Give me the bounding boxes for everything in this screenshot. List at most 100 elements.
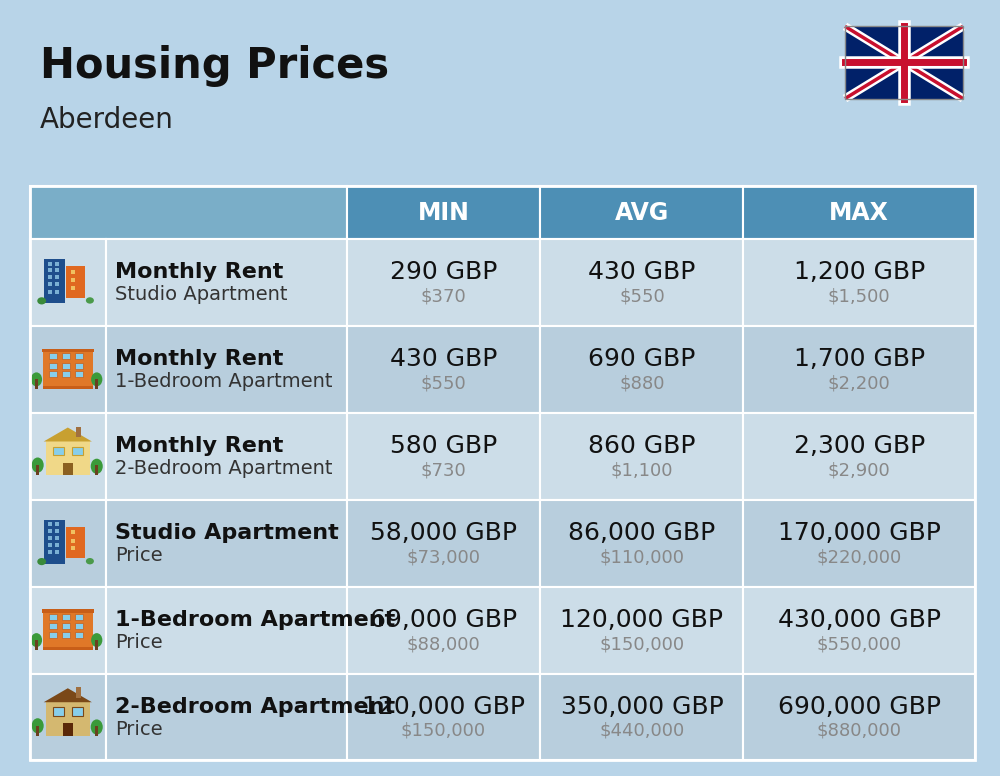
Bar	[62, 353, 70, 359]
Bar	[76, 427, 81, 437]
Bar	[48, 268, 52, 272]
Bar	[75, 614, 83, 620]
Bar	[43, 352, 93, 390]
Text: $1,500: $1,500	[828, 287, 891, 306]
Polygon shape	[44, 688, 92, 702]
Text: $2,200: $2,200	[828, 374, 891, 393]
Text: 430,000 GBP: 430,000 GBP	[778, 608, 941, 632]
Bar	[71, 531, 75, 535]
Text: $73,000: $73,000	[406, 548, 480, 566]
Ellipse shape	[91, 633, 102, 647]
Bar	[30, 587, 106, 674]
Bar	[55, 543, 59, 547]
Bar	[42, 609, 94, 612]
Text: 1-Bedroom Apartment: 1-Bedroom Apartment	[115, 372, 333, 391]
Bar	[44, 520, 65, 564]
Bar	[66, 527, 85, 559]
Text: 86,000 GBP: 86,000 GBP	[568, 521, 716, 545]
Bar	[95, 640, 98, 650]
Bar	[71, 270, 75, 274]
Bar	[30, 674, 106, 760]
Text: 860 GBP: 860 GBP	[588, 434, 696, 458]
Bar	[347, 587, 540, 674]
Bar	[71, 286, 75, 289]
Bar	[743, 500, 975, 587]
Ellipse shape	[37, 558, 46, 565]
Bar	[106, 587, 347, 674]
Bar	[540, 413, 743, 500]
Bar	[35, 379, 38, 390]
Text: $88,000: $88,000	[407, 635, 480, 653]
Bar	[63, 723, 73, 736]
Bar	[44, 259, 65, 303]
Text: 2-Bedroom Apartment: 2-Bedroom Apartment	[115, 697, 395, 716]
Bar	[76, 688, 81, 698]
Bar	[48, 536, 52, 540]
Ellipse shape	[32, 458, 44, 473]
Bar	[30, 500, 106, 587]
Text: MIN: MIN	[417, 201, 469, 224]
Bar	[43, 612, 93, 650]
Text: Monthly Rent: Monthly Rent	[115, 436, 284, 456]
Bar	[347, 186, 540, 239]
Bar	[66, 266, 85, 298]
Bar	[743, 674, 975, 760]
Bar	[347, 326, 540, 413]
Bar	[743, 326, 975, 413]
Bar	[30, 326, 106, 413]
Bar	[30, 413, 106, 500]
Bar	[95, 465, 98, 476]
Bar	[540, 326, 743, 413]
Text: 580 GBP: 580 GBP	[390, 434, 497, 458]
Bar	[75, 623, 83, 629]
Bar	[62, 623, 70, 629]
Bar	[48, 543, 52, 547]
Text: Monthly Rent: Monthly Rent	[115, 262, 284, 282]
Bar	[35, 640, 38, 650]
Bar	[743, 587, 975, 674]
Bar	[743, 186, 975, 239]
Bar	[36, 465, 39, 476]
Text: Housing Prices: Housing Prices	[40, 45, 389, 87]
Bar	[95, 726, 98, 736]
Bar	[48, 275, 52, 279]
Bar	[62, 362, 70, 369]
Text: 2-Bedroom Apartment: 2-Bedroom Apartment	[115, 459, 333, 478]
Ellipse shape	[31, 633, 42, 647]
Bar	[347, 500, 540, 587]
Text: $880: $880	[619, 374, 665, 393]
Bar	[49, 372, 57, 377]
Bar	[43, 386, 93, 390]
Bar	[540, 674, 743, 760]
Bar	[347, 674, 540, 760]
Bar	[55, 536, 59, 540]
Bar	[845, 26, 963, 99]
Text: AVG: AVG	[615, 201, 669, 224]
Text: Price: Price	[115, 546, 163, 565]
Text: 350,000 GBP: 350,000 GBP	[561, 695, 723, 719]
Bar	[540, 186, 743, 239]
Bar	[30, 186, 347, 239]
Bar	[845, 26, 963, 99]
Text: Price: Price	[115, 632, 163, 652]
Bar	[46, 442, 90, 476]
Ellipse shape	[91, 719, 103, 735]
Bar	[46, 702, 90, 736]
Text: 690,000 GBP: 690,000 GBP	[778, 695, 941, 719]
Bar	[71, 279, 75, 282]
Bar	[75, 353, 83, 359]
Bar	[48, 289, 52, 293]
Bar	[347, 239, 540, 326]
Bar	[49, 623, 57, 629]
Text: $880,000: $880,000	[817, 722, 902, 740]
Bar	[62, 632, 70, 638]
Text: 430 GBP: 430 GBP	[390, 347, 497, 371]
Bar	[75, 632, 83, 638]
Text: $440,000: $440,000	[599, 722, 685, 740]
Bar	[55, 289, 59, 293]
Ellipse shape	[91, 372, 102, 386]
Bar	[106, 413, 347, 500]
Bar	[36, 726, 39, 736]
Bar	[540, 500, 743, 587]
Bar	[48, 282, 52, 286]
